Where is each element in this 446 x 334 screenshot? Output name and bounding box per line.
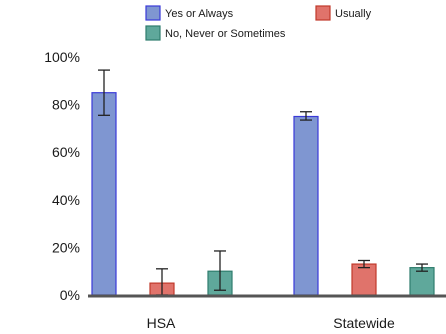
x-axis: HSA Statewide	[147, 315, 395, 331]
legend-label: Yes or Always	[165, 8, 234, 20]
bar-statewide-series-1	[351, 263, 377, 296]
y-axis: 0% 20% 40% 60% 80% 100%	[44, 49, 80, 303]
bar-statewide-series-0	[293, 115, 319, 296]
x-category-label: Statewide	[333, 315, 395, 331]
bars	[91, 92, 435, 296]
legend-swatch	[315, 5, 331, 21]
legend-item: No, Never or Sometimes	[145, 25, 286, 41]
y-tick-label: 20%	[52, 239, 80, 255]
y-tick-label: 0%	[60, 287, 80, 303]
error-bar	[358, 259, 370, 269]
y-tick-label: 80%	[52, 97, 80, 113]
error-bar	[416, 263, 428, 272]
y-tick-label: 40%	[52, 192, 80, 208]
x-category-label: HSA	[147, 315, 176, 331]
bar-hsa-series-0	[91, 92, 117, 296]
y-tick-label: 60%	[52, 144, 80, 160]
legend-item: Usually	[315, 5, 372, 21]
legend-label: No, Never or Sometimes	[165, 28, 286, 40]
error-bar	[214, 250, 226, 291]
legend-item: Yes or Always	[145, 5, 234, 21]
error-bar	[98, 69, 110, 116]
y-tick-label: 100%	[44, 49, 80, 65]
legend-swatch	[145, 5, 161, 21]
legend-swatch	[145, 25, 161, 41]
error-bars	[98, 69, 428, 296]
legend: Yes or Always Usually No, Never or Sometim…	[145, 5, 372, 41]
legend-label: Usually	[335, 8, 372, 20]
error-bar	[300, 111, 312, 121]
